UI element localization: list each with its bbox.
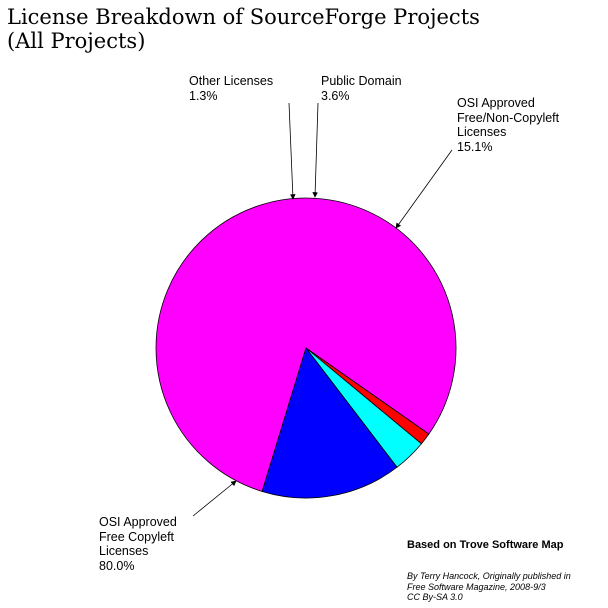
label-osi-copyleft-line-1: OSI Approved bbox=[99, 515, 177, 529]
source-note: Based on Trove Software Map bbox=[407, 539, 564, 551]
leader-osi-non-copyleft bbox=[395, 149, 453, 229]
credit-line-2: Free Software Magazine, 2008-9/3 bbox=[407, 581, 546, 592]
label-osi-non-copyleft-line-1: OSI Approved bbox=[457, 96, 535, 110]
label-public-domain-pct: 3.6% bbox=[321, 88, 350, 103]
label-osi-copyleft-line-3: Licenses bbox=[99, 544, 149, 558]
credit-line-3: CC By-SA 3.0 bbox=[407, 592, 463, 602]
leader-osi-copyleft bbox=[192, 480, 237, 517]
label-other-licenses-line-1: Other Licenses bbox=[189, 74, 274, 88]
label-osi-non-copyleft-line-2: Free/Non-Copyleft bbox=[457, 110, 560, 125]
label-osi-non-copyleft: OSI Approved Free/Non-Copyleft Licenses … bbox=[457, 96, 559, 154]
chart-title-line-1: License Breakdown of SourceForge Project… bbox=[7, 5, 480, 29]
label-osi-non-copyleft-line-3: Licenses bbox=[457, 125, 507, 139]
slice-osi-copyleft bbox=[155, 197, 457, 492]
slice-osi-non-copyleft bbox=[261, 347, 398, 499]
label-public-domain-line-1: Public Domain bbox=[321, 74, 402, 88]
chart-title-line-2: (All Projects) bbox=[7, 29, 146, 53]
label-osi-copyleft-line-2: Free Copyleft bbox=[99, 529, 175, 544]
label-public-domain: Public Domain 3.6% bbox=[321, 74, 402, 103]
chart-title: License Breakdown of SourceForge Project… bbox=[7, 5, 480, 53]
label-osi-copyleft: OSI Approved Free Copyleft Licenses 80.0… bbox=[99, 515, 177, 573]
credit-line-1: By Terry Hancock, Originally published i… bbox=[407, 571, 571, 581]
label-other-licenses-pct: 1.3% bbox=[189, 88, 218, 103]
label-osi-non-copyleft-pct: 15.1% bbox=[457, 139, 493, 154]
leader-other-licenses bbox=[288, 102, 296, 200]
credit-note: By Terry Hancock, Originally published i… bbox=[407, 571, 571, 603]
leader-public-domain bbox=[312, 102, 319, 198]
label-other-licenses: Other Licenses 1.3% bbox=[189, 74, 273, 103]
label-osi-copyleft-pct: 80.0% bbox=[99, 558, 135, 573]
